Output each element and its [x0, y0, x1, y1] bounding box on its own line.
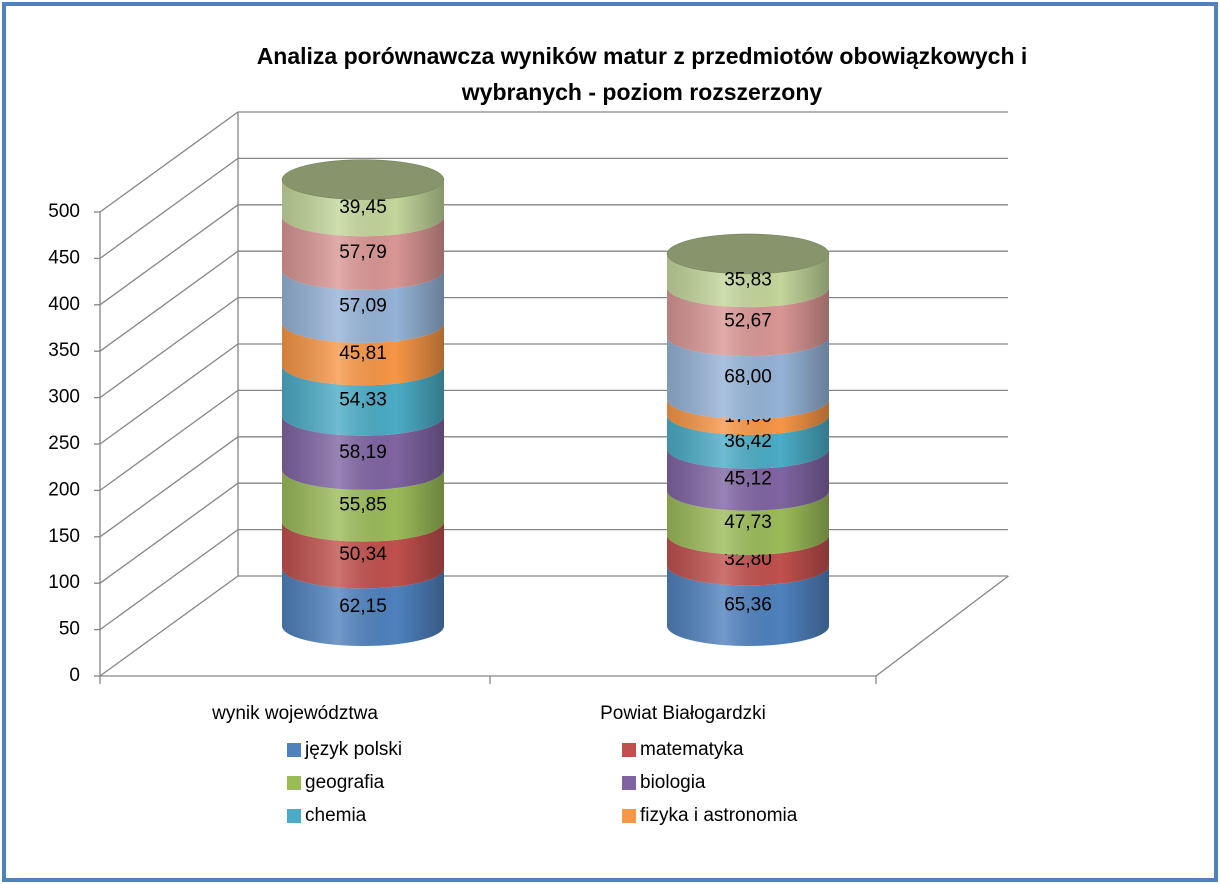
- legend-label: język polski: [304, 739, 402, 760]
- data-label: 57,79: [339, 242, 387, 263]
- y-tick-label: 100: [48, 572, 80, 593]
- y-tick-label: 450: [48, 247, 80, 268]
- data-label: 36,42: [724, 431, 772, 452]
- shade: [282, 469, 444, 542]
- shade: [282, 269, 444, 343]
- y-tick-label: 350: [48, 340, 80, 361]
- cylinder-top: [281, 159, 445, 200]
- shade: [282, 322, 444, 386]
- shade: [667, 565, 829, 646]
- grid-line: [99, 111, 1008, 213]
- legend-label: biologia: [640, 772, 706, 793]
- legend-label: fizyka i astronomia: [640, 805, 798, 826]
- legend-swatch: [287, 776, 301, 790]
- legend-swatch: [622, 776, 636, 790]
- shade: [282, 568, 444, 646]
- grid-line: [99, 157, 1008, 259]
- x-tick-label: Powiat Białogardzki: [600, 703, 766, 724]
- y-tick-label: 250: [48, 433, 80, 454]
- data-label: 62,15: [339, 596, 387, 617]
- y-tick-label: 0: [69, 665, 80, 686]
- cylinder-top-shade: [667, 233, 829, 274]
- shade: [282, 415, 444, 490]
- y-tick-label: 50: [59, 619, 80, 640]
- shade: [282, 521, 444, 589]
- shade: [667, 287, 829, 357]
- legend-swatch: [287, 743, 301, 757]
- data-label: 54,33: [339, 390, 387, 411]
- shade: [667, 448, 829, 511]
- cylinder-top-shade: [282, 159, 444, 200]
- shade: [667, 490, 829, 555]
- shade: [667, 414, 829, 469]
- data-label: 45,81: [339, 343, 387, 364]
- chart-title: Analiza porównawcza wyników matur z prze…: [257, 43, 1028, 105]
- y-tick-label: 400: [48, 294, 80, 315]
- legend-swatch: [287, 809, 301, 823]
- data-label: 65,36: [724, 595, 772, 616]
- data-label: 55,85: [339, 495, 387, 516]
- shade: [667, 336, 829, 420]
- legend-label: geografia: [305, 772, 385, 793]
- data-label: 68,00: [724, 367, 772, 388]
- data-label: 58,19: [339, 442, 387, 463]
- data-label: 39,45: [339, 197, 387, 218]
- data-label: 45,12: [724, 469, 772, 490]
- y-tick-label: 150: [48, 526, 80, 547]
- data-label: 35,83: [724, 270, 772, 291]
- data-label: 50,34: [339, 544, 387, 565]
- cylinder-top: [666, 233, 830, 275]
- legend-swatch: [622, 743, 636, 757]
- shade: [282, 365, 444, 436]
- y-tick-label: 500: [48, 201, 80, 222]
- grid-line: [99, 204, 1008, 306]
- data-label: 57,09: [339, 295, 387, 316]
- shade: [667, 534, 829, 586]
- y-tick-label: 200: [48, 479, 80, 500]
- shade: [282, 179, 444, 237]
- shade: [282, 216, 444, 290]
- shade: [667, 399, 829, 435]
- x-tick-label: wynik województwa: [211, 703, 378, 724]
- legend-swatch: [622, 809, 636, 823]
- data-label: 52,67: [724, 311, 772, 332]
- y-tick-label: 300: [48, 387, 80, 408]
- legend-label: chemia: [305, 805, 367, 826]
- legend-label: matematyka: [640, 739, 744, 760]
- shade: [667, 253, 829, 308]
- data-label: 47,73: [724, 512, 772, 533]
